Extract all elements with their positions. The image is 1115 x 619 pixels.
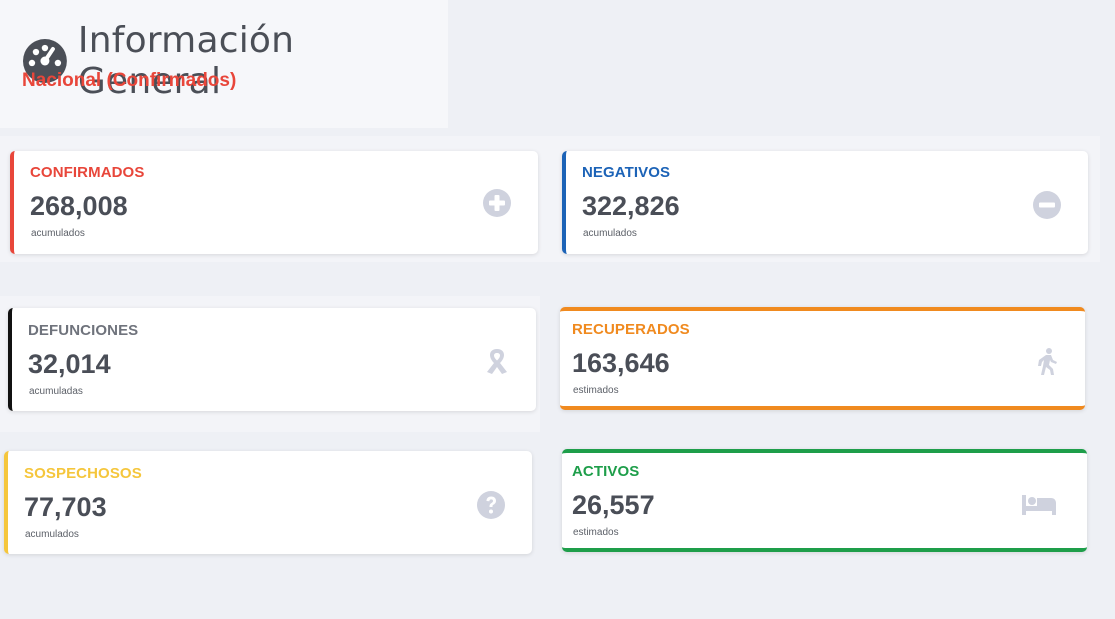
page-subtitle: Nacional (Confirmados) <box>22 70 237 91</box>
card-label: SOSPECHOSOS <box>24 465 142 482</box>
card-value: 163,646 <box>572 348 670 378</box>
card-caption: acumulados <box>583 228 637 239</box>
card-caption: acumulados <box>31 228 85 239</box>
card-value: 322,826 <box>582 191 680 221</box>
card-caption: estimados <box>573 527 619 538</box>
recuperados-card[interactable]: RECUPERADOS 163,646 estimados <box>560 307 1085 410</box>
dashboard-gauge-icon <box>22 39 67 83</box>
page-title: Información General <box>77 20 295 102</box>
plus-circle-icon <box>483 189 511 217</box>
header-panel: Información General Nacional (Confirmado… <box>0 0 448 128</box>
card-label: CONFIRMADOS <box>30 164 145 181</box>
card-label: ACTIVOS <box>572 463 640 480</box>
sospechosos-card[interactable]: SOSPECHOSOS 77,703 acumulados <box>4 451 532 554</box>
card-value: 77,703 <box>24 492 107 522</box>
walking-person-icon <box>1038 348 1057 375</box>
card-caption: estimados <box>573 385 619 396</box>
bed-icon <box>1022 495 1056 515</box>
card-label: DEFUNCIONES <box>28 322 139 339</box>
activos-card[interactable]: ACTIVOS 26,557 estimados <box>562 449 1087 552</box>
question-circle-icon <box>477 491 505 519</box>
page-title-row: Información General <box>22 20 448 102</box>
card-caption: acumuladas <box>29 386 83 397</box>
card-value: 268,008 <box>30 191 128 221</box>
card-value: 26,557 <box>572 490 655 520</box>
card-label: NEGATIVOS <box>582 164 671 181</box>
negativos-card[interactable]: NEGATIVOS 322,826 acumulados <box>562 151 1088 254</box>
card-label: RECUPERADOS <box>572 321 690 338</box>
confirmados-card[interactable]: CONFIRMADOS 268,008 acumulados <box>10 151 538 254</box>
ribbon-icon <box>487 349 507 374</box>
minus-circle-icon <box>1033 191 1061 219</box>
defunciones-card[interactable]: DEFUNCIONES 32,014 acumuladas <box>8 308 536 411</box>
card-value: 32,014 <box>28 349 111 379</box>
card-caption: acumulados <box>25 529 79 540</box>
